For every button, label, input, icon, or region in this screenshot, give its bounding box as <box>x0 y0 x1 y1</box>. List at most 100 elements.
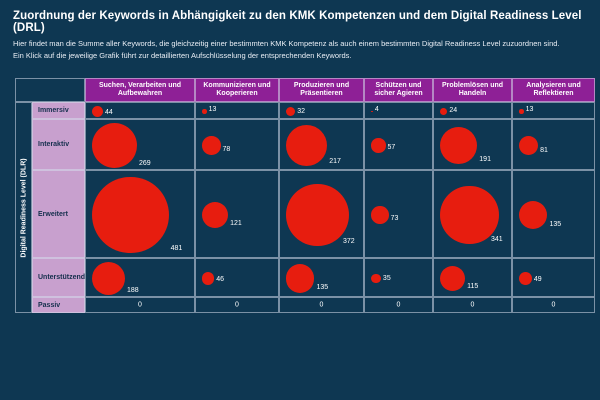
keyword-bubble[interactable] <box>202 201 229 229</box>
drl-row-label: Interaktiv <box>32 119 85 170</box>
keyword-bubble[interactable] <box>286 124 328 167</box>
matrix-cell: 481 <box>85 170 195 258</box>
keyword-count: 46 <box>216 276 225 284</box>
matrix-corner-cell <box>15 78 85 102</box>
matrix-cell: 0 <box>195 297 279 313</box>
keyword-bubble[interactable] <box>440 107 448 116</box>
keyword-bubble[interactable] <box>519 272 532 285</box>
matrix-cell: 0 <box>512 297 595 313</box>
matrix-cell: 35 <box>364 258 433 297</box>
keyword-count: 0 <box>551 301 556 309</box>
kmk-column-header: Kommunizieren und Kooperieren <box>195 78 279 102</box>
keyword-count: 24 <box>449 106 458 114</box>
keyword-count: 49 <box>533 276 542 284</box>
keyword-bubble[interactable] <box>519 135 539 156</box>
matrix-cell: 49 <box>512 258 595 297</box>
chart-title: Zuordnung der Keywords in Abhängigkeit z… <box>13 10 582 34</box>
matrix-cell: 217 <box>279 119 364 170</box>
drl-row-label: Passiv <box>32 297 85 313</box>
keyword-count: 73 <box>390 215 399 223</box>
y-axis-label-cell: Digital Readiness Level (DLR) <box>15 102 32 313</box>
matrix-cell: 0 <box>85 297 195 313</box>
keyword-bubble[interactable] <box>519 200 548 230</box>
keyword-count: 0 <box>319 301 324 309</box>
keyword-bubble[interactable] <box>519 109 524 114</box>
keyword-count: 191 <box>479 155 491 163</box>
keyword-count: 4 <box>374 105 379 113</box>
matrix-cell: 78 <box>195 119 279 170</box>
bubble-matrix: Digital Readiness Level (DLR) Suchen, Ver… <box>15 78 595 313</box>
keyword-count: 217 <box>329 157 341 165</box>
keyword-count: 135 <box>549 220 562 228</box>
chart-subtitle-line-2: Ein Klick auf die jeweilige Grafik führt… <box>13 51 352 60</box>
keyword-count: 13 <box>525 105 534 113</box>
keyword-bubble[interactable] <box>286 106 296 117</box>
keyword-count: 188 <box>127 286 139 294</box>
keyword-bubble[interactable] <box>371 206 389 224</box>
matrix-cell: 135 <box>512 170 595 258</box>
keyword-bubble[interactable] <box>286 264 315 293</box>
matrix-cell: 269 <box>85 119 195 170</box>
keyword-count: 81 <box>540 146 548 154</box>
matrix-cell: 341 <box>433 170 512 258</box>
keyword-count: 13 <box>208 105 217 113</box>
keyword-count: 44 <box>105 108 113 116</box>
keyword-count: 57 <box>387 144 396 152</box>
matrix-cell: 32 <box>279 102 364 119</box>
matrix-cell: 44 <box>85 102 195 119</box>
keyword-count: 0 <box>396 301 401 309</box>
kmk-column-header: Schützen und sicher Agieren <box>364 78 433 102</box>
keyword-bubble[interactable] <box>92 262 125 295</box>
matrix-cell: 73 <box>364 170 433 258</box>
keyword-bubble[interactable] <box>202 272 215 285</box>
drl-row-label: Immersiv <box>32 102 85 119</box>
matrix-cell: 121 <box>195 170 279 258</box>
matrix-cell: 0 <box>279 297 364 313</box>
keyword-bubble[interactable] <box>440 126 478 165</box>
keyword-bubble[interactable] <box>92 123 137 168</box>
kmk-column-header: Problemlösen und Handeln <box>433 78 512 102</box>
keyword-bubble[interactable] <box>371 110 373 113</box>
keyword-count: 0 <box>138 301 142 309</box>
chart-subtitle-line-1: Hier findet man die Summe aller Keywords… <box>13 39 560 48</box>
keyword-bubble[interactable] <box>440 265 466 292</box>
matrix-cell: 81 <box>512 119 595 170</box>
keyword-bubble[interactable] <box>202 136 221 155</box>
keyword-bubble[interactable] <box>371 138 386 153</box>
kmk-column-header: Suchen, Verarbeiten und Aufbewahren <box>85 78 195 102</box>
matrix-cell: 24 <box>433 102 512 119</box>
keyword-bubble[interactable] <box>286 183 349 247</box>
matrix-cell: 372 <box>279 170 364 258</box>
keyword-count: 0 <box>235 301 239 309</box>
keyword-bubble[interactable] <box>440 185 499 245</box>
kmk-column-header: Analysieren und Reflektieren <box>512 78 595 102</box>
keyword-count: 78 <box>222 146 231 154</box>
keyword-count: 32 <box>297 107 306 115</box>
keyword-count: 121 <box>230 219 242 227</box>
drl-row-label: Erweitert <box>32 170 85 258</box>
keyword-bubble[interactable] <box>92 176 169 254</box>
matrix-cell: 0 <box>433 297 512 313</box>
keyword-count: 135 <box>316 284 329 292</box>
keyword-count: 481 <box>170 244 183 252</box>
matrix-cell: 46 <box>195 258 279 297</box>
y-axis-label: Digital Readiness Level (DLR) <box>20 157 27 258</box>
keyword-bubble[interactable] <box>202 109 207 114</box>
matrix-cell: 115 <box>433 258 512 297</box>
keyword-count: 269 <box>139 159 151 167</box>
matrix-cell: 135 <box>279 258 364 297</box>
keyword-bubble[interactable] <box>371 273 381 284</box>
matrix-cell: 188 <box>85 258 195 297</box>
matrix-cell: 13 <box>512 102 595 119</box>
matrix-cell: 13 <box>195 102 279 119</box>
keyword-count: 372 <box>343 237 355 245</box>
matrix-cell: 57 <box>364 119 433 170</box>
matrix-cell: 0 <box>364 297 433 313</box>
kmk-column-header: Produzieren und Präsentieren <box>279 78 364 102</box>
matrix-cell: 191 <box>433 119 512 170</box>
matrix-cell: 4 <box>364 102 433 119</box>
drl-row-label: Unterstützend <box>32 258 85 297</box>
keyword-bubble[interactable] <box>92 106 103 117</box>
keyword-count: 35 <box>382 274 391 282</box>
